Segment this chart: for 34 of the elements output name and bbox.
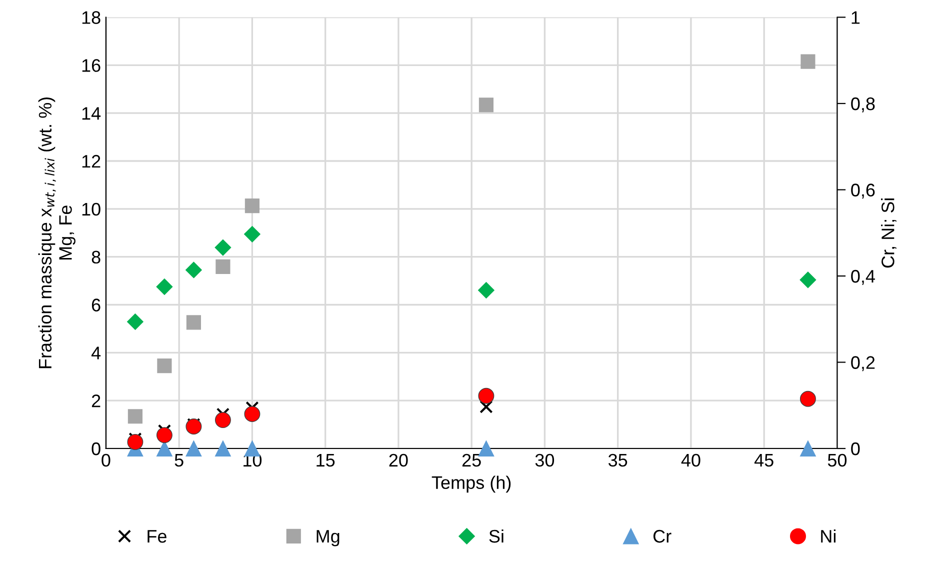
y2-tick-label: 0,2: [851, 356, 875, 372]
legend-label: Mg: [316, 530, 340, 546]
x-tick-label: 20: [389, 454, 408, 467]
legend-label: Fe: [148, 530, 166, 543]
x-tick-label: 35: [608, 454, 628, 467]
x-tick-label: 30: [535, 454, 554, 467]
y-tick-label: 12: [82, 154, 100, 168]
y-tick-label: 16: [82, 59, 100, 72]
y-tick-label: 10: [82, 202, 100, 216]
y2-tick-label: 0,4: [851, 270, 875, 285]
x-tick-label: 25: [462, 454, 481, 467]
y-tick-label: 14: [82, 107, 101, 120]
y2-tick-label: 1: [852, 11, 860, 24]
x-axis-title: Temps (h): [432, 476, 511, 493]
x-tick-label: 15: [316, 454, 335, 467]
text: Fraction massique x$_{wt,i,lixi}$ (wt. %) Mg, Fe: [38, 97, 76, 368]
y-tick-label: 18: [82, 11, 100, 24]
x-tick-label: 50: [828, 454, 847, 467]
x-tick-label: 45: [754, 454, 774, 467]
x-tick-label: 5: [174, 454, 184, 467]
y-tick-label: 0: [92, 442, 100, 456]
y2-tick-label: 0: [851, 442, 860, 456]
legend-label: Ni: [821, 529, 836, 543]
y-tick-label: 4: [91, 346, 101, 360]
x-tick-label: 0: [102, 454, 110, 467]
y2-tick-label: 0,8: [851, 97, 875, 112]
y2-axis-title: Cr, Ni; Si: [881, 198, 896, 268]
y2-tick-label: 0,6: [851, 184, 875, 199]
y-tick-label: 2: [92, 394, 100, 408]
x-tick-label: 40: [681, 454, 700, 467]
legend-label: Cr: [653, 530, 672, 543]
legend-label: Si: [489, 529, 504, 543]
y-tick-label: 6: [92, 298, 100, 312]
y-tick-label: 8: [92, 250, 100, 264]
